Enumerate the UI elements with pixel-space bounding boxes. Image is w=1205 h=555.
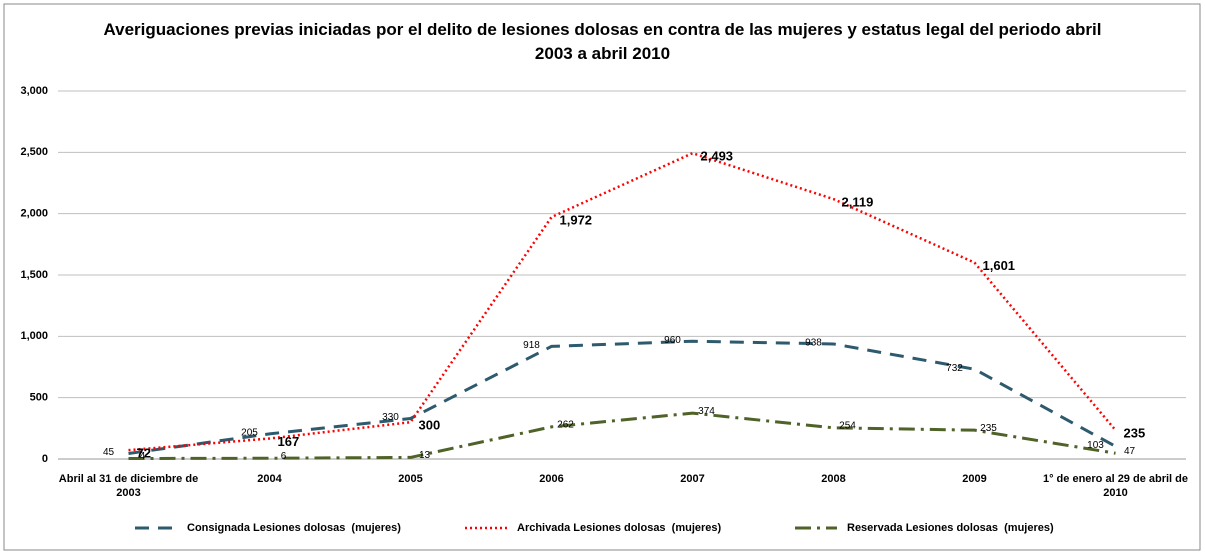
data-label: 300 xyxy=(419,418,441,433)
data-label: 103 xyxy=(1087,440,1104,451)
legend-label: Consignada Lesiones dolosas (mujeres) xyxy=(187,522,401,534)
y-tick-label: 3,000 xyxy=(20,85,48,97)
series-line xyxy=(128,151,1117,452)
data-label: 732 xyxy=(946,363,963,374)
x-tick-label: 2006 xyxy=(539,473,564,485)
x-tick-label: 2007 xyxy=(680,473,705,485)
data-label: 45 xyxy=(103,447,115,458)
data-label: 13 xyxy=(419,450,431,461)
data-label: 374 xyxy=(698,406,715,417)
data-label: 330 xyxy=(382,412,399,423)
data-label: 2,493 xyxy=(701,149,734,164)
data-label: 72 xyxy=(137,446,151,461)
y-tick-label: 500 xyxy=(30,392,48,404)
chart-title: Averiguaciones previas iniciadas por el … xyxy=(103,20,1102,63)
chart-border xyxy=(3,3,1201,551)
data-label: 205 xyxy=(241,427,258,438)
x-tick-label: 2008 xyxy=(821,473,846,485)
y-tick-label: 2,500 xyxy=(20,146,48,158)
x-tick-label: 2005 xyxy=(398,473,423,485)
data-label: 4 xyxy=(140,451,146,462)
data-label: 918 xyxy=(523,340,540,351)
data-label: 254 xyxy=(839,420,856,431)
data-label: 235 xyxy=(1124,426,1146,441)
data-label: 167 xyxy=(278,434,300,449)
x-tick-label: 1° de enero al 29 de abril de 2010 xyxy=(1042,473,1188,499)
y-tick-label: 1,500 xyxy=(20,269,48,281)
series-line xyxy=(128,339,1117,455)
legend-label: Archivada Lesiones dolosas (mujeres) xyxy=(517,522,722,534)
data-label: 6 xyxy=(281,451,287,462)
data-label: 235 xyxy=(980,423,997,434)
y-tick-label: 0 xyxy=(42,453,48,465)
series-line xyxy=(128,411,1116,461)
x-tick-label: 2004 xyxy=(257,473,282,485)
y-tick-label: 1,000 xyxy=(20,330,48,342)
legend-label: Reservada Lesiones dolosas (mujeres) xyxy=(847,522,1054,534)
data-label: 2,119 xyxy=(842,195,874,210)
x-tick-label: Abril al 31 de diciembre de 2003 xyxy=(58,473,199,499)
x-tick-label: 2009 xyxy=(962,473,987,485)
data-label: 960 xyxy=(664,335,681,346)
data-label: 938 xyxy=(805,338,822,349)
data-label: 1,972 xyxy=(560,213,593,228)
data-label: 1,601 xyxy=(983,258,1016,273)
data-label: 47 xyxy=(1124,446,1136,457)
data-label: 262 xyxy=(557,420,574,431)
y-tick-label: 2,000 xyxy=(20,208,48,220)
